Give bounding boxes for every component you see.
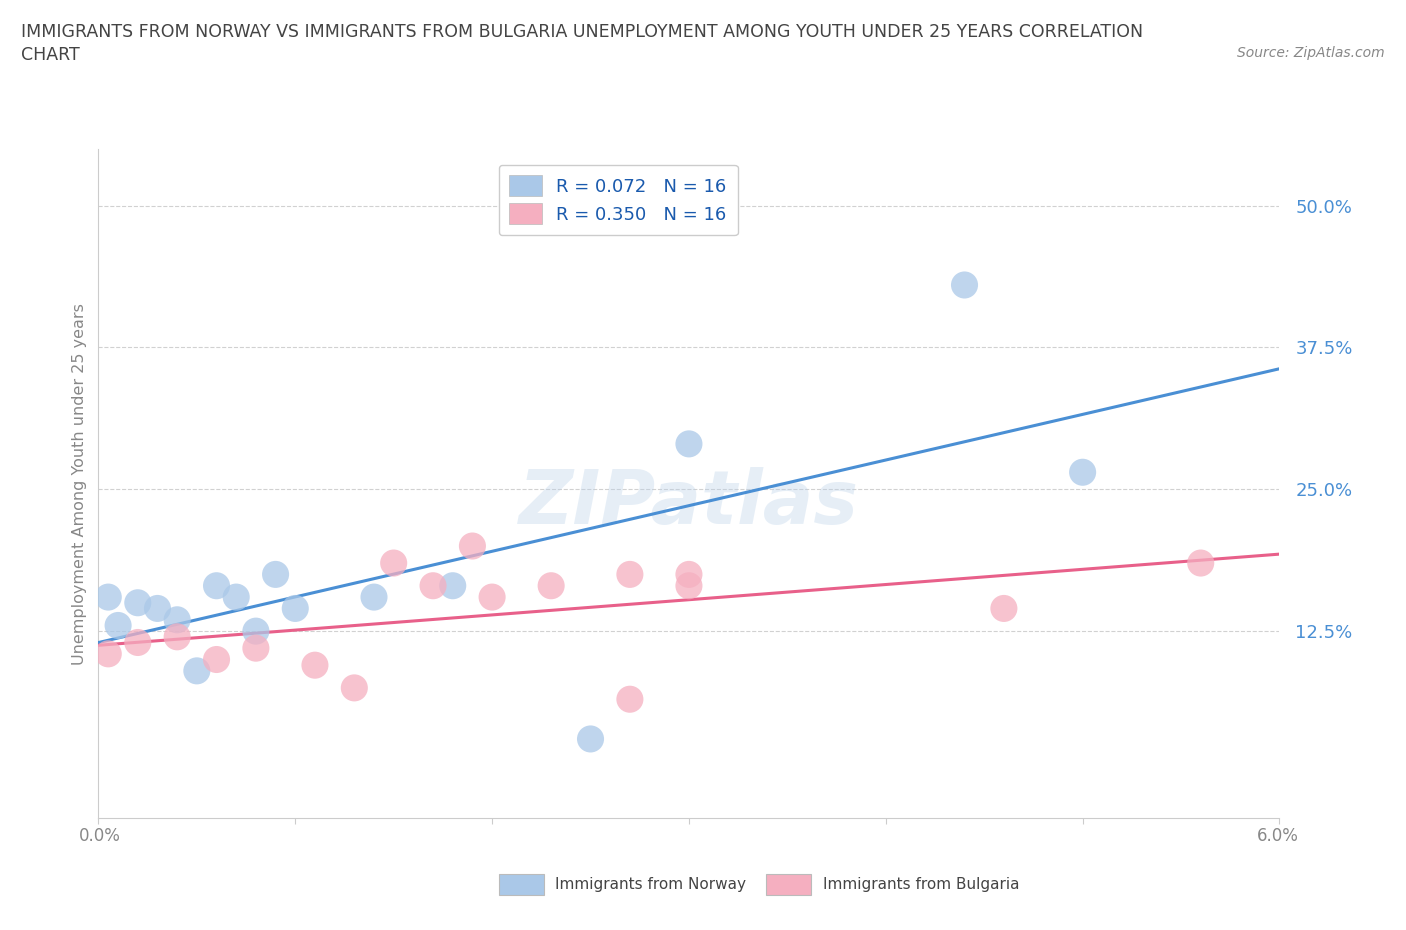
Text: IMMIGRANTS FROM NORWAY VS IMMIGRANTS FROM BULGARIA UNEMPLOYMENT AMONG YOUTH UNDE: IMMIGRANTS FROM NORWAY VS IMMIGRANTS FRO… <box>21 23 1143 41</box>
Point <box>481 590 503 604</box>
Point <box>127 595 149 610</box>
Point <box>619 567 641 582</box>
Point <box>264 567 287 582</box>
Point <box>166 630 188 644</box>
Y-axis label: Unemployment Among Youth under 25 years: Unemployment Among Youth under 25 years <box>72 302 87 665</box>
Legend: R = 0.072   N = 16, R = 0.350   N = 16: R = 0.072 N = 16, R = 0.350 N = 16 <box>499 165 738 235</box>
Point <box>166 612 188 627</box>
Text: ZIPatlas: ZIPatlas <box>519 467 859 540</box>
Point <box>540 578 562 593</box>
Point <box>1071 465 1094 480</box>
Point <box>422 578 444 593</box>
Point <box>343 681 366 696</box>
Point <box>678 436 700 451</box>
Point <box>205 652 228 667</box>
Point <box>619 692 641 707</box>
Point <box>1189 555 1212 570</box>
Point <box>127 635 149 650</box>
Point <box>441 578 464 593</box>
Point <box>461 538 484 553</box>
Text: CHART: CHART <box>21 46 80 64</box>
Point <box>363 590 385 604</box>
Point <box>953 277 976 292</box>
Point <box>993 601 1015 616</box>
Point <box>245 624 267 639</box>
Point <box>245 641 267 656</box>
Point <box>205 578 228 593</box>
Point <box>97 590 120 604</box>
Point <box>382 555 405 570</box>
Point <box>579 732 602 747</box>
Point <box>678 578 700 593</box>
Point <box>146 601 169 616</box>
Point <box>678 567 700 582</box>
Text: Immigrants from Norway: Immigrants from Norway <box>555 877 747 892</box>
Text: 6.0%: 6.0% <box>1257 828 1299 845</box>
Text: Immigrants from Bulgaria: Immigrants from Bulgaria <box>823 877 1019 892</box>
Text: Source: ZipAtlas.com: Source: ZipAtlas.com <box>1237 46 1385 60</box>
Point <box>225 590 247 604</box>
Point <box>186 663 208 678</box>
Text: 0.0%: 0.0% <box>79 828 121 845</box>
Point <box>107 618 129 633</box>
Point <box>97 646 120 661</box>
Point <box>304 658 326 672</box>
Point <box>284 601 307 616</box>
